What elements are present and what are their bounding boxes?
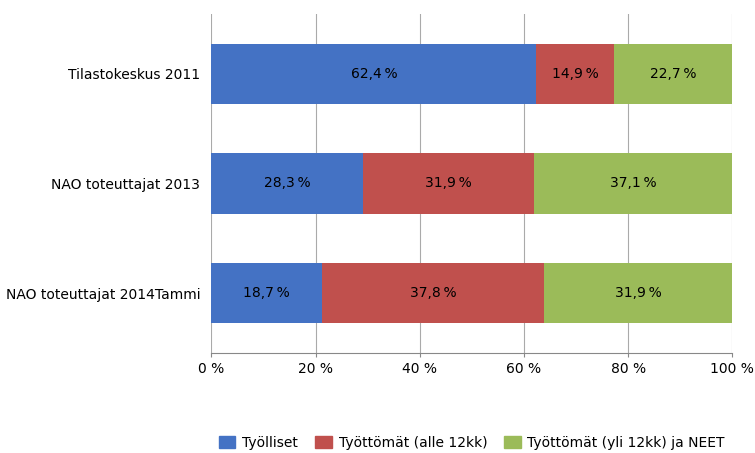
Text: 37,1 %: 37,1 %	[610, 177, 656, 190]
Text: 18,7 %: 18,7 %	[243, 286, 290, 300]
Text: 28,3 %: 28,3 %	[263, 177, 310, 190]
Bar	[544, 263, 732, 323]
Bar	[211, 263, 322, 323]
Bar	[211, 44, 537, 104]
Text: 31,9 %: 31,9 %	[615, 286, 661, 300]
Text: 62,4 %: 62,4 %	[350, 67, 397, 81]
Bar	[363, 153, 534, 214]
Legend: Työlliset, Työttömät (alle 12kk), Työttömät (yli 12kk) ja NEET: Työlliset, Työttömät (alle 12kk), Työttö…	[213, 430, 731, 453]
Bar	[614, 44, 732, 104]
Text: 14,9 %: 14,9 %	[552, 67, 599, 81]
Text: 37,8 %: 37,8 %	[410, 286, 456, 300]
Bar	[211, 153, 363, 214]
Bar	[322, 263, 544, 323]
Bar	[537, 44, 614, 104]
Text: 31,9 %: 31,9 %	[425, 177, 472, 190]
Bar	[534, 153, 732, 214]
Text: 22,7 %: 22,7 %	[650, 67, 696, 81]
